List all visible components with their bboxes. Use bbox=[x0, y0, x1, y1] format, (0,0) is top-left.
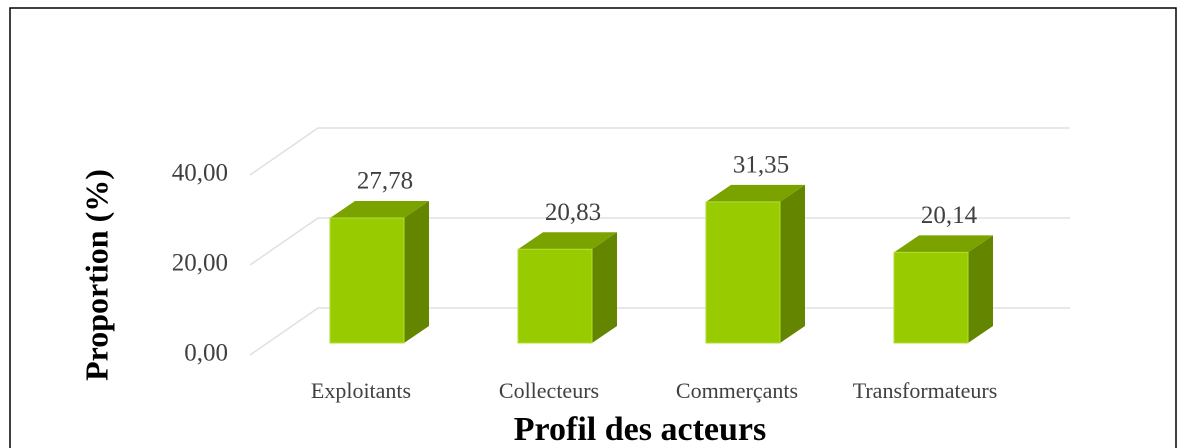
y-axis-title: Proportion (%) bbox=[78, 169, 114, 381]
value-label: 20,14 bbox=[921, 202, 978, 229]
y-tick-label: 40,00 bbox=[172, 160, 228, 187]
y-tick-label: 0,00 bbox=[184, 340, 228, 367]
x-tick-label: Transformateurs bbox=[853, 378, 998, 403]
x-tick-label: Exploitants bbox=[311, 378, 411, 403]
bar-side bbox=[968, 235, 993, 343]
value-label: 20,83 bbox=[545, 199, 601, 226]
x-axis-title: Profil des acteurs bbox=[514, 411, 766, 448]
bar-front bbox=[517, 248, 593, 344]
bar bbox=[517, 232, 617, 344]
grid-line bbox=[249, 217, 1070, 266]
chart-border bbox=[9, 7, 1177, 448]
bar-top bbox=[894, 235, 993, 253]
y-tick-label: 20,00 bbox=[172, 250, 228, 277]
bar-top bbox=[330, 200, 429, 218]
bar bbox=[893, 235, 993, 344]
value-label: 27,78 bbox=[357, 168, 413, 195]
value-label: 31,35 bbox=[733, 152, 789, 179]
bar-top bbox=[706, 184, 805, 202]
bar-side bbox=[404, 200, 429, 343]
x-tick-label: Collecteurs bbox=[499, 378, 599, 403]
bar bbox=[705, 184, 805, 344]
bar-side bbox=[780, 184, 805, 343]
bar-front bbox=[329, 217, 405, 344]
x-tick-label: Commerçants bbox=[676, 378, 798, 403]
bar bbox=[329, 200, 429, 344]
grid-line bbox=[249, 127, 1070, 176]
grid-line bbox=[249, 307, 1070, 356]
bar-front bbox=[705, 201, 781, 344]
bar-front bbox=[893, 251, 969, 344]
bar-top bbox=[518, 232, 617, 250]
bar-side bbox=[592, 232, 617, 343]
